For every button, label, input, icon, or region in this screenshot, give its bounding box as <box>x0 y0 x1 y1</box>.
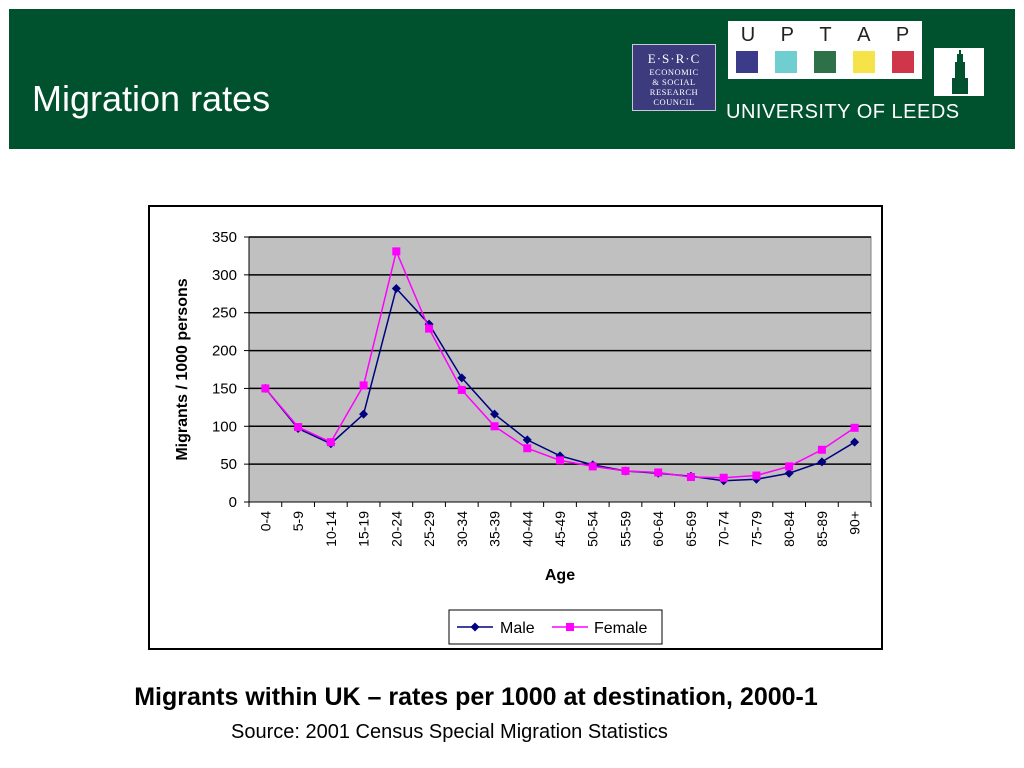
data-point-female <box>490 422 499 431</box>
data-point-male <box>490 409 500 419</box>
data-point-female <box>752 471 761 480</box>
x-tick-label: 90+ <box>847 511 863 535</box>
uptap-square <box>891 51 914 73</box>
y-tick-label: 200 <box>212 343 237 360</box>
uptap-letter: A <box>857 24 871 46</box>
x-tick-label: 15-19 <box>356 511 372 547</box>
y-tick-label: 50 <box>220 456 237 473</box>
data-point-female <box>294 423 303 432</box>
x-tick-label: 35-39 <box>487 511 503 547</box>
x-tick-label: 20-24 <box>388 511 404 547</box>
data-point-male <box>522 435 532 445</box>
legend-marker-female <box>566 623 574 631</box>
data-point-male <box>359 409 369 419</box>
x-tick-label: 5-9 <box>290 511 306 531</box>
y-tick-label: 150 <box>212 380 237 397</box>
uptap-letter: P <box>895 24 910 46</box>
data-point-female <box>556 456 564 465</box>
data-point-female <box>326 438 335 447</box>
data-point-female <box>261 384 270 393</box>
slide-title: Migration rates <box>32 78 271 119</box>
data-point-female <box>850 423 859 432</box>
esrc-logo-line3: & SOCIAL <box>652 77 696 87</box>
esrc-logo-line4: RESEARCH <box>649 87 699 97</box>
x-tick-label: 25-29 <box>421 511 437 547</box>
x-tick-label: 65-69 <box>683 511 699 547</box>
uptap-logo: U P T A P <box>728 21 922 79</box>
uptap-color-squares <box>728 51 922 73</box>
chart-caption: Migrants within UK – rates per 1000 at d… <box>134 683 818 711</box>
uptap-letters: U P T A P <box>728 24 922 47</box>
x-tick-label: 10-14 <box>323 511 339 547</box>
y-tick-label: 250 <box>212 305 237 322</box>
legend-marker-male <box>470 622 480 632</box>
source-note: Source: 2001 Census Special Migration St… <box>231 721 668 743</box>
x-tick-label: 60-64 <box>650 511 666 547</box>
y-tick-label: 300 <box>212 267 237 284</box>
legend-label: Male <box>500 620 535 637</box>
x-tick-label: 75-79 <box>748 511 764 547</box>
data-point-female <box>523 444 532 453</box>
data-point-female <box>719 473 728 482</box>
data-point-female <box>425 324 434 333</box>
uptap-letter: T <box>819 24 832 46</box>
uptap-square <box>852 51 875 73</box>
uptap-square <box>775 51 798 73</box>
data-point-male <box>784 468 794 478</box>
y-tick-label: 350 <box>212 229 237 246</box>
data-point-female <box>817 445 826 454</box>
x-tick-label: 80-84 <box>781 511 797 547</box>
data-point-male <box>817 457 827 467</box>
uptap-letter: U <box>740 24 756 46</box>
data-point-female <box>392 247 401 256</box>
x-axis-title: Age <box>545 567 575 584</box>
x-tick-label: 40-44 <box>519 511 535 547</box>
esrc-logo-line5: COUNCIL <box>653 97 695 107</box>
y-axis-title: Migrants / 1000 persons <box>174 278 191 460</box>
legend-label: Female <box>594 620 647 637</box>
uptap-letter: P <box>780 24 794 46</box>
x-tick-label: 55-59 <box>617 511 633 547</box>
data-point-male <box>391 283 401 293</box>
data-point-female <box>359 381 368 390</box>
data-point-female <box>785 462 794 471</box>
y-tick-label: 0 <box>229 494 237 511</box>
leeds-crest-icon <box>934 48 984 96</box>
esrc-logo: E·S·R·C ECONOMIC & SOCIAL RESEARCH COUNC… <box>632 44 716 111</box>
data-point-female <box>686 473 695 482</box>
data-point-female <box>588 462 597 471</box>
x-tick-label: 50-54 <box>585 511 601 547</box>
x-tick-label: 85-89 <box>814 511 830 547</box>
data-point-male <box>457 373 467 383</box>
x-tick-label: 70-74 <box>716 511 732 547</box>
line-chart: 0 50 100 150 200 250 300 350 0-4 5-9 10-14 15-19 20-… <box>174 229 872 645</box>
x-tick-label: 30-34 <box>454 511 470 547</box>
data-point-female <box>621 466 630 475</box>
x-tick-label: 0-4 <box>257 511 273 531</box>
data-point-male <box>850 437 860 447</box>
data-point-female <box>654 468 663 477</box>
y-tick-label: 100 <box>212 418 237 435</box>
esrc-logo-line1: E·S·R·C <box>647 51 701 66</box>
data-point-female <box>457 385 466 394</box>
university-of-leeds-wordmark: UNIVERSITY OF LEEDS <box>726 101 960 123</box>
uptap-square <box>813 51 836 73</box>
esrc-logo-line2: ECONOMIC <box>649 67 699 77</box>
uptap-square <box>736 51 759 73</box>
chart-container: 0 50 100 150 200 250 300 350 0-4 5-9 10-14 15-19 20-… <box>148 205 883 650</box>
x-tick-label: 45-49 <box>552 511 568 547</box>
